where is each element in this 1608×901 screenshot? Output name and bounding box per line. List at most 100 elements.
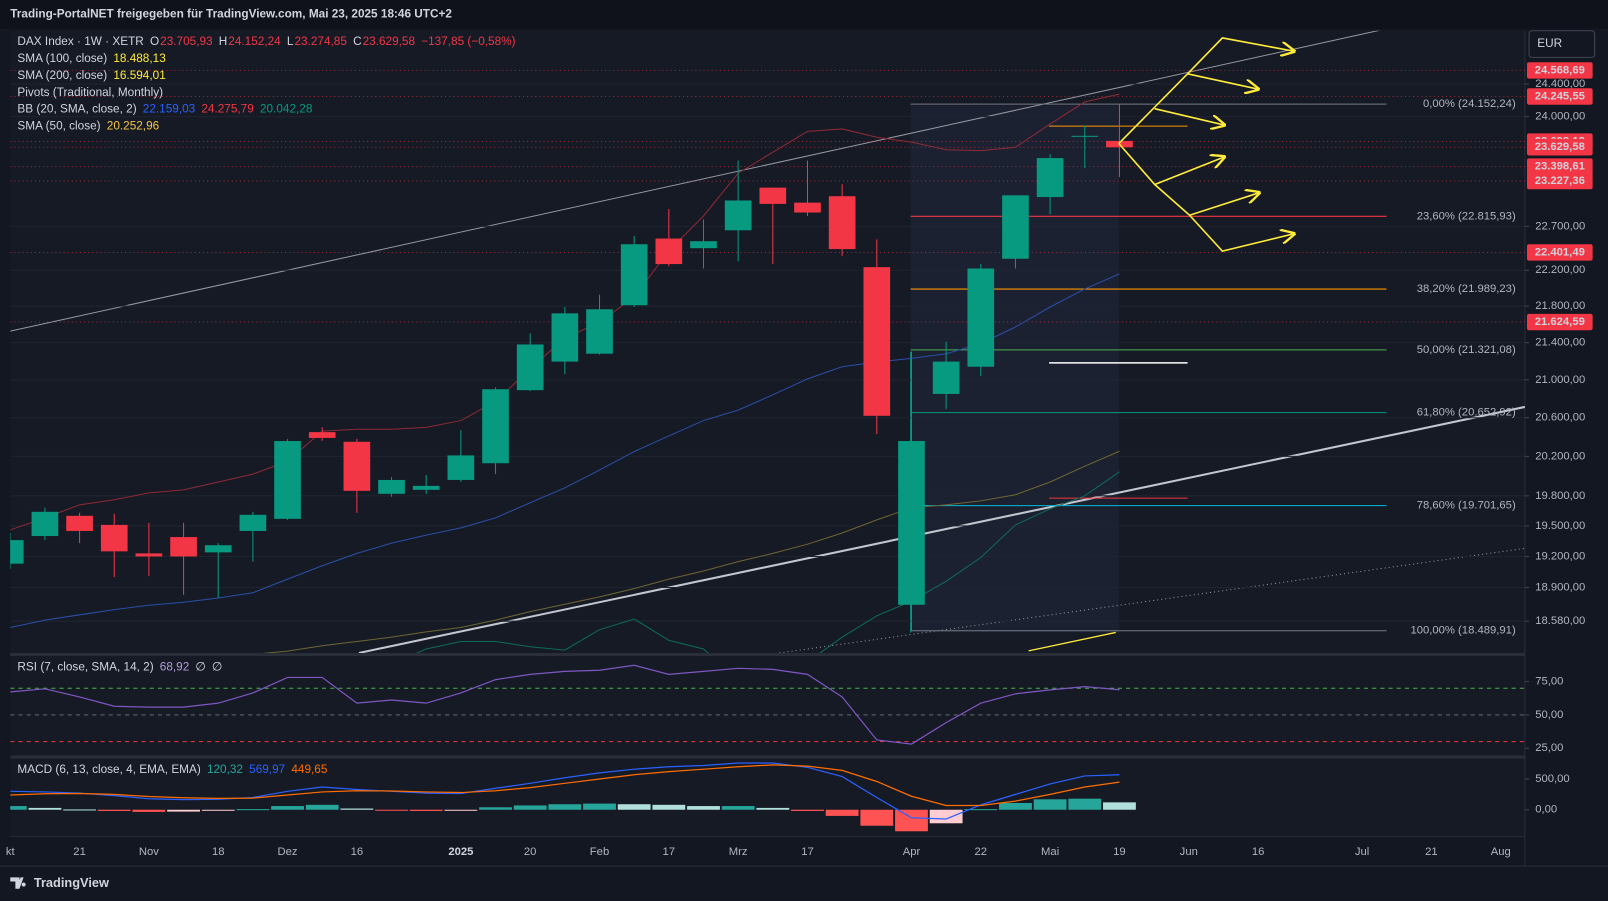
legend-line: SMA (50, close) 20.252,96 (17, 120, 159, 133)
legend-name: SMA (50, close) (17, 120, 100, 133)
legend-value: 449,65 (291, 763, 327, 776)
x-tick-label: Mai (1041, 846, 1059, 858)
y-tick-label: 22.700,00 (1535, 220, 1585, 232)
legend-value: 23.274,85 (294, 35, 347, 48)
histogram-bar (583, 803, 616, 810)
x-tick-label: 2025 (448, 846, 473, 858)
y-tick-label: 75,00 (1535, 676, 1563, 688)
candle-body (516, 344, 544, 391)
fib-label: 38,20% (21.989,23) (1417, 283, 1516, 295)
histogram-bar (28, 807, 62, 810)
candle-body (274, 441, 301, 519)
y-tick-label: 19.800,00 (1535, 490, 1585, 502)
histogram-bar (375, 809, 408, 811)
currency-button[interactable] (1528, 30, 1596, 58)
indicator-line (415, 471, 1120, 653)
legend-value: 24.152,24 (228, 35, 281, 48)
candle-body (828, 196, 856, 250)
fib-label: 0,00% (24.152,24) (1423, 98, 1516, 110)
candle-body (898, 441, 925, 605)
y-tick-label: 21.400,00 (1535, 337, 1585, 349)
y-tick-label: 21.800,00 (1535, 300, 1585, 312)
x-tick-label: 16 (1252, 846, 1265, 858)
fib-label: 50,00% (21.321,08) (1417, 344, 1516, 356)
y-tick-label: 20.200,00 (1535, 450, 1585, 462)
histogram-bar (652, 804, 686, 810)
candle-body (620, 244, 648, 306)
trend-line (358, 405, 1525, 653)
legend-value: 20.042,28 (260, 103, 313, 116)
price-label-box (1526, 244, 1593, 261)
legend-value: ∅ (212, 660, 222, 673)
candle-body (343, 441, 371, 491)
legend-line: DAX Index · 1W · XETR O23.705,93 H24.152,2… (17, 35, 515, 48)
price-label-box (1526, 313, 1593, 331)
candle-body (66, 515, 93, 531)
legend-value: 20.252,96 (107, 120, 160, 133)
indicator-line (10, 273, 1120, 629)
candle-body (31, 511, 59, 537)
histogram-bar (513, 805, 547, 810)
candle-body (204, 545, 232, 553)
legend-value: ∅ (195, 660, 205, 673)
legend-value: −137,85 (−0,58%) (421, 35, 515, 48)
macd-line (10, 764, 1120, 807)
histogram-bar (929, 809, 963, 824)
histogram-bar (1103, 802, 1136, 810)
drawing-line (1028, 631, 1116, 652)
price-label: 21.624,59 (1535, 316, 1585, 328)
y-tick-label: 19.200,00 (1535, 550, 1585, 562)
y-tick-label: 18.900,00 (1535, 582, 1585, 594)
histogram-bar (617, 804, 651, 810)
price-label: 23.398,61 (1535, 161, 1585, 173)
y-tick-label: 22.200,00 (1535, 264, 1585, 276)
x-tick-label: Jun (1180, 846, 1198, 858)
price-label: 24.245,55 (1535, 90, 1585, 102)
candle-body (967, 268, 995, 367)
fib-label: 78,60% (19.701,65) (1417, 500, 1516, 512)
legend-line: RSI (7, close, SMA, 14, 2) 68,92 ∅ ∅ (17, 660, 222, 673)
histogram-bar (236, 809, 270, 811)
arrow (1118, 37, 1294, 145)
legend-name: SMA (200, close) (17, 69, 107, 82)
y-tick-label: 500,00 (1535, 773, 1569, 785)
histogram-bar (825, 809, 859, 816)
candle-body (690, 241, 717, 249)
histogram-bar (97, 809, 131, 811)
candle-body (551, 313, 579, 362)
arrow (1187, 73, 1259, 89)
candle-body (10, 540, 24, 564)
histogram-bar (201, 809, 235, 811)
currency-label[interactable]: EUR (1537, 37, 1562, 50)
x-tick-label: Feb (590, 846, 609, 858)
histogram-bar (10, 806, 27, 810)
histogram-bar (340, 808, 374, 810)
legend-value: 22.159,03 (143, 103, 196, 116)
rsi-pane (10, 656, 1525, 756)
legend-key: O (150, 35, 159, 48)
legend-name: DAX Index · 1W · XETR (17, 35, 143, 48)
macd-line (10, 762, 1120, 820)
y-tick-label: 25,00 (1535, 742, 1563, 754)
brand-name: TradingView (34, 875, 109, 890)
x-tick-label: kt (6, 846, 16, 858)
legend-value: 23.705,93 (160, 35, 213, 48)
legend-line: MACD (6, 13, close, 4, EMA, EMA) 120,32 56… (17, 763, 327, 776)
histogram-bar (999, 802, 1032, 810)
x-tick-label: Nov (139, 846, 159, 858)
legend-value: 23.629,58 (363, 35, 416, 48)
histogram-bar (1068, 798, 1102, 810)
histogram-bar (756, 807, 790, 810)
candle-body (239, 514, 267, 531)
legend-line: BB (20, SMA, close, 2) 22.159,03 24.275,79… (17, 103, 312, 116)
fib-label: 23,60% (22.815,93) (1417, 210, 1516, 222)
candle-body (1071, 135, 1099, 137)
x-tick-label: 22 (975, 846, 988, 858)
y-tick-label: 19.500,00 (1535, 520, 1585, 532)
histogram-bar (409, 809, 443, 811)
fib-label: 100,00% (18.489,91) (1410, 625, 1515, 637)
arrow (1154, 107, 1225, 125)
y-tick-label: 24.000,00 (1535, 111, 1585, 123)
rsi-line (10, 664, 1120, 745)
